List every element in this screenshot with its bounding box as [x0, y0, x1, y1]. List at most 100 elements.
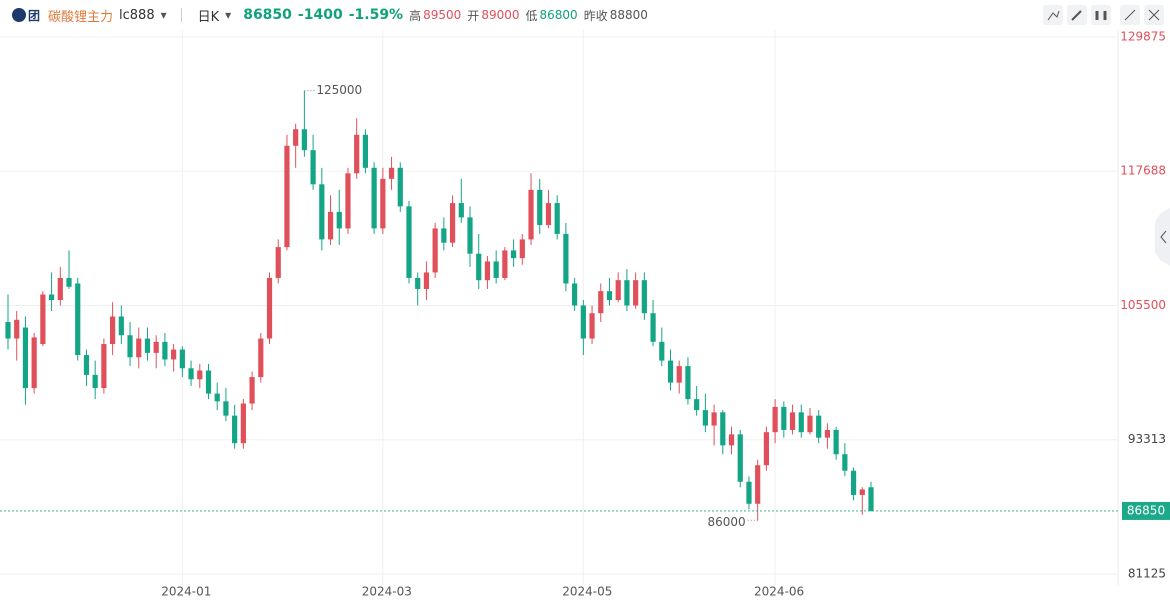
- candle-body: [537, 189, 543, 226]
- candle-body: [781, 406, 787, 430]
- candle-body: [57, 277, 63, 300]
- logo: 团: [12, 7, 40, 24]
- candle-body: [232, 415, 238, 444]
- candle-body: [275, 247, 281, 278]
- icon: [1047, 10, 1060, 21]
- candle-body: [676, 366, 682, 383]
- max-label: 125000: [316, 83, 362, 97]
- candle-body: [807, 415, 813, 433]
- candle-body: [432, 228, 438, 273]
- candle-body: [48, 294, 55, 300]
- candle-body: [850, 470, 857, 495]
- candle-body: [563, 233, 569, 284]
- candle-body: [728, 434, 735, 446]
- candle-body: [510, 250, 517, 259]
- candle-body: [31, 337, 37, 389]
- candle-body: [127, 335, 133, 358]
- candle-body: [371, 167, 377, 229]
- icon: [1071, 10, 1082, 21]
- candle-body: [136, 338, 142, 358]
- icon: [1095, 11, 1107, 20]
- candle-body: [240, 403, 246, 444]
- candle-body: [554, 203, 560, 234]
- candle-body: [336, 211, 342, 229]
- candle-body: [214, 393, 220, 402]
- prev-label: 昨收: [583, 8, 608, 23]
- candle-body: [301, 129, 307, 151]
- candle-body: [223, 401, 229, 416]
- candle-body: [415, 277, 421, 289]
- candle-body: [720, 412, 726, 446]
- candle-body: [667, 360, 674, 383]
- candle-body: [833, 429, 839, 455]
- side-tab[interactable]: [1155, 208, 1170, 266]
- y-tick-label: 129875: [1120, 29, 1166, 43]
- candle-body: [816, 415, 822, 438]
- candle-body: [755, 465, 761, 504]
- low-label: 低: [525, 8, 538, 23]
- candle-body: [397, 167, 403, 207]
- y-tick-label: 93313: [1128, 432, 1166, 446]
- candle-body: [345, 173, 351, 229]
- candle-body: [641, 280, 647, 314]
- dropdown[interactable]: ▾: [225, 8, 232, 22]
- candle-body: [75, 283, 81, 356]
- period[interactable]: 日K: [197, 9, 220, 25]
- candle-body: [746, 481, 752, 504]
- prev-value: 88800: [609, 8, 648, 22]
- candle-body: [258, 338, 264, 378]
- candle-body: [572, 283, 578, 306]
- candle-body: [711, 412, 717, 426]
- candle-body: [449, 203, 456, 243]
- dropdown[interactable]: ▾: [160, 8, 167, 22]
- price: 86850: [243, 7, 292, 23]
- candle-body: [685, 366, 691, 400]
- candle-body: [624, 280, 630, 306]
- min-label: 86000: [707, 515, 745, 529]
- last-price-label: 86850: [1127, 503, 1165, 517]
- candle-body: [188, 368, 194, 380]
- candle-body: [249, 377, 255, 404]
- candle-body: [284, 145, 290, 248]
- candle-body: [362, 134, 369, 168]
- x-tick-label: 2024-06: [754, 585, 804, 599]
- candle-body: [633, 280, 639, 306]
- candle-body: [772, 406, 778, 433]
- candle-body: [319, 184, 325, 240]
- candle-body: [92, 374, 98, 389]
- candle-body: [101, 344, 107, 389]
- candle-body: [66, 277, 72, 287]
- y-tick-label: 117688: [1120, 164, 1166, 178]
- candle-body: [179, 349, 185, 369]
- candle-body: [528, 189, 534, 240]
- x-tick-label: 2024-01: [161, 585, 211, 599]
- candle-body: [144, 338, 151, 353]
- tool-button[interactable]: [1091, 5, 1111, 25]
- x-tick-label: 2024-03: [362, 585, 412, 599]
- high-value: 89500: [423, 8, 462, 22]
- candle-body: [310, 150, 316, 185]
- candle-body: [502, 250, 508, 278]
- y-tick-label: 105500: [1120, 298, 1166, 312]
- contract-code[interactable]: lc888: [119, 7, 155, 23]
- candle-body: [354, 134, 360, 174]
- separator: [180, 8, 182, 22]
- candle-body: [83, 355, 90, 375]
- candle-body: [659, 341, 665, 361]
- candle-body: [842, 454, 848, 471]
- candle-body: [545, 203, 552, 226]
- icon: [1124, 9, 1160, 21]
- candle-body: [467, 217, 473, 254]
- tool-button[interactable]: [1043, 5, 1063, 25]
- candle-body: [293, 129, 299, 146]
- candle-body: [484, 261, 491, 281]
- contract-name[interactable]: 碳酸锂主力: [48, 9, 114, 25]
- candle-body: [763, 432, 769, 466]
- candle-body: [327, 211, 334, 240]
- candle-body: [519, 239, 525, 259]
- candle-body: [153, 341, 159, 353]
- last-price-box: [1122, 501, 1170, 520]
